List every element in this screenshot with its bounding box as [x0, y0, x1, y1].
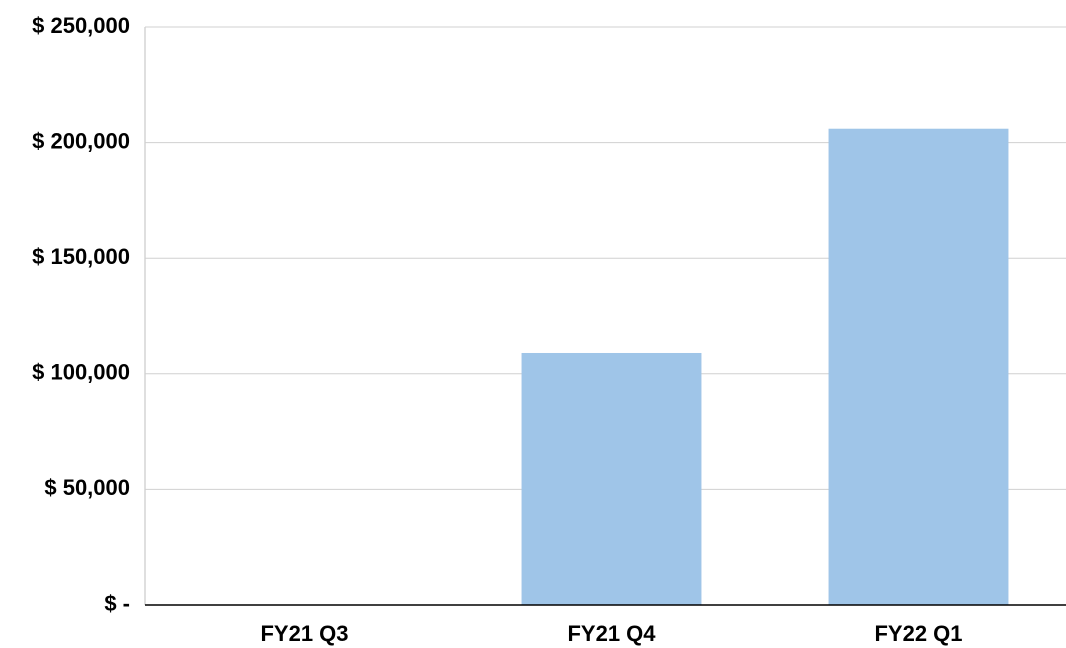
y-tick-label: $ 100,000 [32, 360, 130, 385]
bar [521, 352, 702, 605]
y-tick-label: $ - [104, 591, 130, 616]
y-tick-label: $ 150,000 [32, 244, 130, 269]
x-tick-label: FY21 Q3 [260, 621, 348, 646]
x-tick-label: FY21 Q4 [567, 621, 656, 646]
y-tick-label: $ 50,000 [44, 475, 130, 500]
bar [828, 128, 1009, 605]
y-tick-label: $ 200,000 [32, 128, 130, 153]
y-tick-label: $ 250,000 [32, 13, 130, 38]
x-tick-label: FY22 Q1 [874, 621, 962, 646]
